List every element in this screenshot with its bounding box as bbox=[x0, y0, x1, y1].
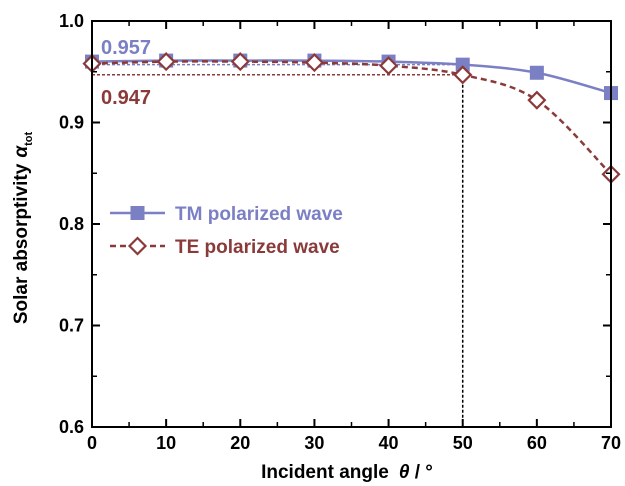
te-marker bbox=[379, 56, 399, 76]
y-axis-title: Solar absorptivity αtot bbox=[11, 131, 35, 324]
x-tick-label: 30 bbox=[304, 433, 324, 453]
te-marker bbox=[304, 53, 324, 73]
legend-label: TM polarized wave bbox=[175, 204, 343, 225]
x-tick-label: 70 bbox=[601, 433, 621, 453]
tm-marker bbox=[529, 65, 544, 80]
x-tick-label: 50 bbox=[453, 433, 473, 453]
y-axis-title-symbol: α bbox=[11, 145, 32, 158]
x-axis-title: Incident angle θ / ° bbox=[261, 462, 433, 483]
y-tick-labels: 0.6 0.7 0.8 0.9 1.0 bbox=[59, 11, 84, 437]
reference-lines bbox=[92, 63, 464, 427]
legend-item-tm: TM polarized wave bbox=[110, 204, 343, 225]
annotations: 0.957 0.947 bbox=[101, 37, 151, 109]
x-tick-label: 10 bbox=[156, 433, 176, 453]
y-tick-label: 1.0 bbox=[59, 11, 84, 31]
y-tick-label: 0.6 bbox=[59, 417, 84, 437]
y-tick-label: 0.9 bbox=[59, 113, 84, 133]
x-axis-title-main: Incident angle bbox=[261, 462, 389, 483]
x-tick-label: 20 bbox=[230, 433, 250, 453]
x-axis-title-unit: / ° bbox=[409, 462, 432, 483]
legend-label: TE polarized wave bbox=[175, 237, 340, 258]
x-tick-labels: 0 10 20 30 40 50 60 70 bbox=[87, 433, 621, 453]
plot-frame bbox=[91, 20, 612, 428]
x-tick-label: 0 bbox=[87, 433, 97, 453]
y-axis-title-sub: tot bbox=[23, 131, 35, 145]
y-tick-label: 0.7 bbox=[59, 316, 84, 336]
x-tick-label: 40 bbox=[379, 433, 399, 453]
y-axis-title-main: Solar absorptivity bbox=[11, 163, 32, 324]
x-tick-label: 60 bbox=[527, 433, 547, 453]
legend: TM polarized wave TE polarized wave bbox=[110, 204, 343, 258]
y-tick-label: 0.8 bbox=[59, 214, 84, 234]
te-marker bbox=[156, 52, 176, 72]
annotation-label: 0.947 bbox=[101, 87, 151, 109]
te-marker bbox=[230, 52, 250, 72]
series-layer bbox=[82, 52, 621, 184]
legend-item-te: TE polarized wave bbox=[110, 236, 340, 258]
ticks bbox=[91, 20, 612, 428]
te-marker bbox=[453, 65, 473, 85]
x-axis-title-symbol: θ bbox=[399, 462, 410, 483]
te-marker bbox=[527, 90, 547, 110]
tm-marker bbox=[130, 206, 145, 220]
annotation-label: 0.957 bbox=[101, 37, 151, 59]
te-marker bbox=[127, 236, 148, 256]
